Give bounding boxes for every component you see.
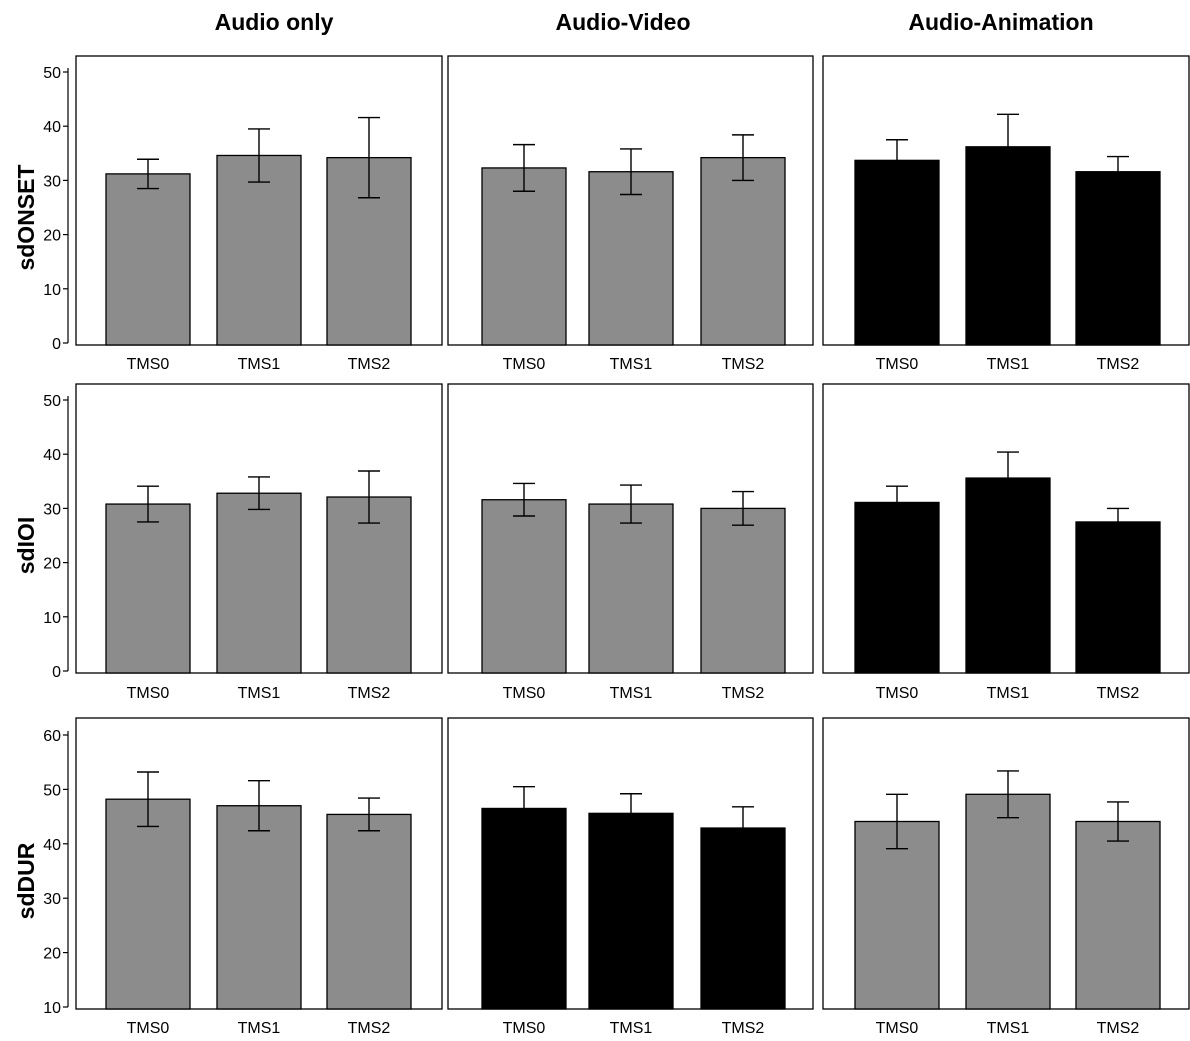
y-tick-label: 0: [52, 664, 61, 681]
x-category-label: TMS2: [1097, 1020, 1140, 1037]
y-tick-label: 30: [43, 891, 61, 908]
bar: [105, 173, 191, 346]
y-tick-label: 10: [43, 1000, 61, 1017]
y-tick-label: 20: [43, 946, 61, 963]
bar: [588, 503, 674, 674]
y-tick-label: 50: [43, 782, 61, 799]
x-category-label: TMS2: [1097, 685, 1140, 702]
bar: [1075, 171, 1161, 346]
x-category-label: TMS2: [722, 356, 765, 373]
bar: [700, 156, 786, 346]
x-category-label: TMS1: [610, 356, 653, 373]
x-category-label: TMS0: [127, 685, 170, 702]
bar: [216, 154, 302, 346]
bar: [854, 501, 940, 674]
bar: [481, 499, 567, 674]
x-category-label: TMS2: [348, 1020, 391, 1037]
column-title: Audio only: [215, 9, 334, 35]
x-category-label: TMS2: [722, 1020, 765, 1037]
x-category-label: TMS0: [503, 685, 546, 702]
x-category-label: TMS0: [876, 1020, 919, 1037]
bar: [1075, 521, 1161, 674]
bar: [700, 827, 786, 1010]
bar: [216, 805, 302, 1010]
bar: [1075, 820, 1161, 1010]
y-tick-label: 40: [43, 119, 61, 136]
y-tick-label: 10: [43, 610, 61, 627]
x-category-label: TMS0: [876, 356, 919, 373]
bar: [326, 496, 412, 674]
bar: [105, 798, 191, 1010]
x-category-label: TMS0: [503, 1020, 546, 1037]
y-tick-label: 60: [43, 728, 61, 745]
y-tick-label: 50: [43, 65, 61, 82]
y-tick-label: 20: [43, 556, 61, 573]
x-category-label: TMS0: [503, 356, 546, 373]
x-category-label: TMS0: [127, 1020, 170, 1037]
x-category-label: TMS2: [348, 685, 391, 702]
x-category-label: TMS1: [610, 1020, 653, 1037]
y-tick-label: 50: [43, 393, 61, 410]
bar: [588, 812, 674, 1010]
x-category-label: TMS1: [987, 356, 1030, 373]
x-category-label: TMS1: [987, 1020, 1030, 1037]
x-category-label: TMS2: [1097, 356, 1140, 373]
bar: [854, 159, 940, 346]
bar: [105, 503, 191, 674]
bar: [588, 171, 674, 346]
x-category-label: TMS1: [987, 685, 1030, 702]
bar: [700, 507, 786, 674]
bar: [965, 477, 1051, 674]
x-category-label: TMS1: [238, 356, 281, 373]
x-category-label: TMS1: [238, 1020, 281, 1037]
y-tick-label: 40: [43, 837, 61, 854]
x-category-label: TMS2: [348, 356, 391, 373]
y-tick-label: 30: [43, 173, 61, 190]
x-category-label: TMS0: [127, 356, 170, 373]
x-category-label: TMS0: [876, 685, 919, 702]
y-tick-label: 20: [43, 228, 61, 245]
y-tick-label: 30: [43, 501, 61, 518]
bar: [216, 492, 302, 674]
row-label-y-axis: sdDUR: [13, 842, 39, 919]
bar: [854, 820, 940, 1010]
row-label-y-axis: sdONSET: [13, 164, 39, 270]
bar: [481, 167, 567, 346]
bar: [326, 813, 412, 1010]
y-tick-label: 10: [43, 282, 61, 299]
column-title: Audio-Animation: [908, 9, 1093, 35]
x-category-label: TMS1: [610, 685, 653, 702]
x-category-label: TMS2: [722, 685, 765, 702]
bar: [481, 807, 567, 1010]
column-title: Audio-Video: [555, 9, 690, 35]
row-label-y-axis: sdIOI: [13, 517, 39, 575]
bar: [965, 793, 1051, 1010]
x-category-label: TMS1: [238, 685, 281, 702]
y-tick-label: 0: [52, 336, 61, 353]
y-tick-label: 40: [43, 447, 61, 464]
